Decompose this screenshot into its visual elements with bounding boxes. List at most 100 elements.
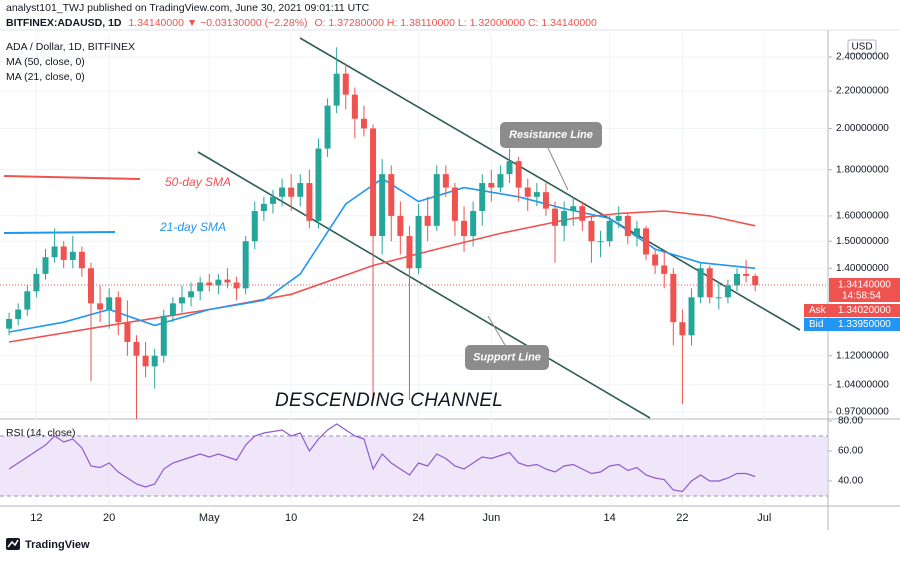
candle-body: [697, 268, 704, 298]
candle-body: [169, 303, 176, 316]
x-tick-label: Jun: [482, 512, 500, 524]
countdown: 14:58:54: [842, 291, 881, 302]
candle-body: [488, 183, 495, 188]
candle-body: [588, 220, 595, 242]
candle-body: [633, 228, 640, 237]
chart-title: ADA / Dollar, 1D, BITFINEX: [6, 41, 135, 53]
candle-body: [643, 228, 650, 255]
y-tick-label: 80.00: [838, 416, 863, 427]
x-tick-label: 20: [103, 512, 115, 524]
candle-body: [706, 268, 713, 298]
candle-body: [561, 211, 568, 226]
candle-body: [533, 192, 540, 197]
annotation: Resistance Line: [509, 129, 593, 141]
candle-body: [315, 148, 322, 221]
candle-body: [688, 297, 695, 336]
logo-glyph: [7, 539, 19, 548]
candle-body: [15, 309, 22, 319]
callout-box: [500, 122, 602, 148]
candle-body: [106, 297, 113, 310]
header-line: analyst101_TWJ published on TradingView.…: [6, 2, 370, 14]
x-tick-label: Jul: [757, 512, 771, 524]
candle-body: [115, 297, 122, 323]
callout-box: [465, 345, 549, 370]
candle-body: [734, 273, 741, 286]
price-pane: [0, 37, 828, 419]
ask-price: 1.34020000: [838, 305, 891, 316]
candle-body: [224, 279, 231, 283]
candle-body: [515, 161, 522, 188]
candle-body: [215, 279, 222, 286]
candle-body: [433, 174, 440, 226]
candle-body: [33, 273, 40, 292]
symbol: BITFINEX:ADAUSD, 1D: [6, 17, 122, 29]
candle-body: [379, 174, 386, 237]
candle-body: [87, 268, 94, 304]
y-tick-label: 1.04000000: [836, 379, 889, 390]
candle-body: [442, 174, 449, 188]
candle-body: [197, 282, 204, 292]
candle-body: [124, 322, 131, 342]
x-tick-label: 12: [30, 512, 42, 524]
candle-body: [524, 187, 531, 197]
candle-body: [506, 161, 513, 175]
candle-body: [269, 196, 276, 204]
candle-body: [661, 265, 668, 274]
y-tick-label: 60.00: [838, 446, 863, 457]
candle-body: [288, 187, 295, 197]
candle-body: [351, 94, 358, 119]
rsi-line: [8, 423, 756, 493]
rsi-pane: [0, 423, 828, 497]
candle-body: [451, 187, 458, 221]
candle-body: [188, 291, 195, 298]
candle-body: [579, 206, 586, 221]
rsi-title: RSI (14, close): [6, 427, 75, 439]
legend-entry: MA (50, close, 0): [6, 56, 85, 68]
annotation: Support Line: [473, 351, 541, 363]
candle-body: [133, 341, 140, 356]
rsi-band: [0, 436, 828, 497]
price-box: [829, 278, 900, 303]
candle-body: [615, 215, 622, 221]
footer-logo: TradingView: [6, 538, 90, 551]
annotation: DESCENDING CHANNEL: [275, 390, 503, 411]
bid-label: Bid: [809, 319, 823, 330]
y-tick-label: 2.00000000: [836, 123, 889, 134]
candle-body: [360, 118, 367, 129]
candle-body: [652, 254, 659, 266]
candle-body: [542, 192, 549, 209]
y-tick-label: 1.12000000: [836, 350, 889, 361]
candle-body: [78, 251, 85, 269]
x-tick-label: 22: [676, 512, 688, 524]
candle-body: [60, 246, 67, 260]
x-tick-label: 14: [604, 512, 616, 524]
moving-average: [8, 210, 756, 343]
annotation: 50-day SMA: [165, 175, 231, 189]
price-label: 1.34140000: [838, 280, 891, 291]
candle-body: [6, 318, 13, 329]
candle-body: [406, 236, 413, 269]
resistance-line: [299, 37, 801, 331]
candle-body: [24, 291, 31, 310]
x-tick-label: 10: [285, 512, 297, 524]
candle-body: [242, 241, 249, 289]
candle-body: [151, 355, 158, 367]
bid-box: [804, 318, 900, 332]
candle-body: [479, 183, 486, 212]
candle-body: [279, 187, 286, 197]
candle-body: [497, 174, 504, 188]
candle-body: [715, 297, 722, 299]
y-tick-label: 1.40000000: [836, 263, 889, 274]
footer-text: TradingView: [25, 539, 90, 551]
candle-body: [333, 73, 340, 106]
sma50-sample: [3, 175, 141, 180]
y-tick-label: 1.80000000: [836, 164, 889, 175]
ohlc: O: 1.37280000 H: 1.38110000 L: 1.3200000…: [314, 17, 597, 29]
header-quote: BITFINEX:ADAUSD, 1D 1.34140000 ▼ −0.0313…: [6, 17, 597, 29]
candle-body: [470, 211, 477, 237]
candle-body: [552, 208, 559, 226]
candle-body: [388, 174, 395, 216]
y-tick-label: 2.20000000: [836, 86, 889, 97]
ask-box: [804, 304, 900, 318]
